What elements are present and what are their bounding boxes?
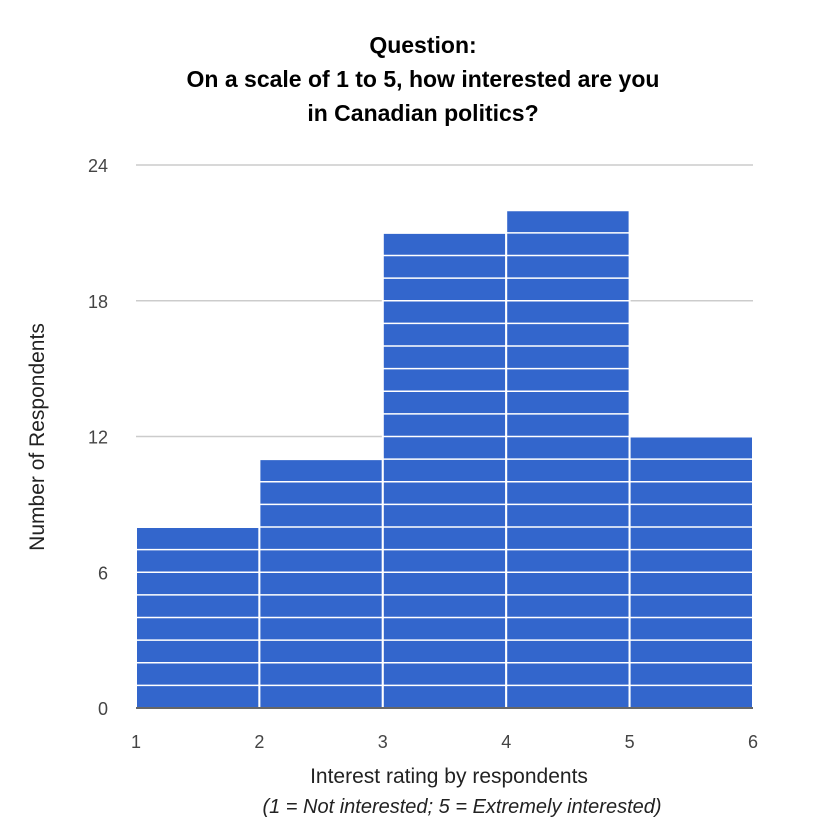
x-tick-label: 4 (501, 732, 511, 752)
bar (258, 458, 384, 709)
x-axis-title: Interest rating by respondents (310, 765, 588, 788)
y-tick-labels: 0 6 12 18 24 (88, 156, 108, 719)
x-tick-label: 5 (625, 732, 635, 752)
x-tick-label: 3 (378, 732, 388, 752)
x-tick-label: 2 (254, 732, 264, 752)
x-tick-label: 1 (131, 732, 141, 752)
y-tick-label: 18 (88, 292, 108, 312)
x-tick-labels: 1 2 3 4 5 6 (131, 732, 758, 752)
chart-title: Question: On a scale of 1 to 5, how inte… (0, 28, 826, 130)
y-tick-label: 24 (88, 156, 108, 176)
x-axis-note: (1 = Not interested; 5 = Extremely inter… (262, 796, 661, 818)
chart-title-line-3: in Canadian politics? (307, 100, 539, 126)
y-tick-label: 0 (98, 699, 108, 719)
chart-title-line-1: Question: (369, 32, 477, 58)
y-tick-label: 6 (98, 563, 108, 583)
bars (135, 209, 754, 709)
chart-title-line-2: On a scale of 1 to 5, how interested are… (186, 66, 660, 92)
y-tick-label: 12 (88, 428, 108, 448)
x-tick-label: 6 (748, 732, 758, 752)
bar (381, 231, 508, 709)
y-axis-title: Number of Respondents (26, 323, 49, 551)
